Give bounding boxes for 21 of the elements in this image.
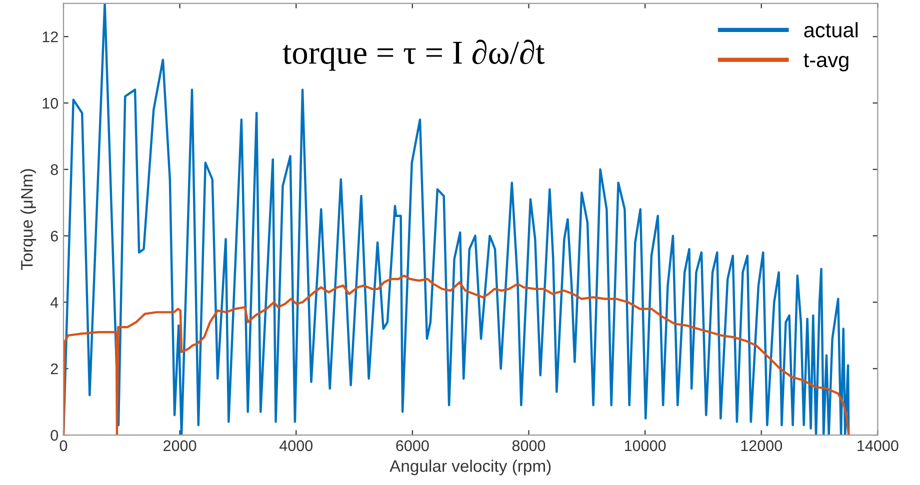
legend-label: actual	[804, 22, 858, 38]
y-tick-label: 0	[50, 430, 58, 441]
y-tick-label: 2	[50, 364, 58, 374]
y-axis-title: Torque (μNm)	[20, 169, 36, 270]
y-tick-label: 6	[50, 230, 58, 242]
x-axis-title: Angular velocity (rpm)	[390, 460, 551, 476]
y-tick-label: 10	[42, 98, 58, 109]
x-tick-label: 0	[60, 440, 68, 452]
y-tick-label: 12	[42, 31, 58, 42]
line-series	[63, 274, 850, 436]
x-tick-label: 6000	[396, 440, 429, 452]
x-tick-label: 8000	[512, 440, 546, 452]
x-tick-label: 4000	[279, 440, 313, 452]
x-tick-label: 10000	[624, 440, 666, 452]
legend-label: t-avg	[804, 54, 848, 72]
x-tick-label: 2000	[164, 440, 196, 452]
y-tick-label: 4	[50, 297, 58, 308]
annotation: torque = τ = I ∂ω/∂t	[282, 40, 545, 71]
y-tick-label: 8	[50, 164, 58, 176]
x-tick-label: 12000	[741, 440, 782, 452]
x-tick-label: 14000	[858, 440, 898, 452]
